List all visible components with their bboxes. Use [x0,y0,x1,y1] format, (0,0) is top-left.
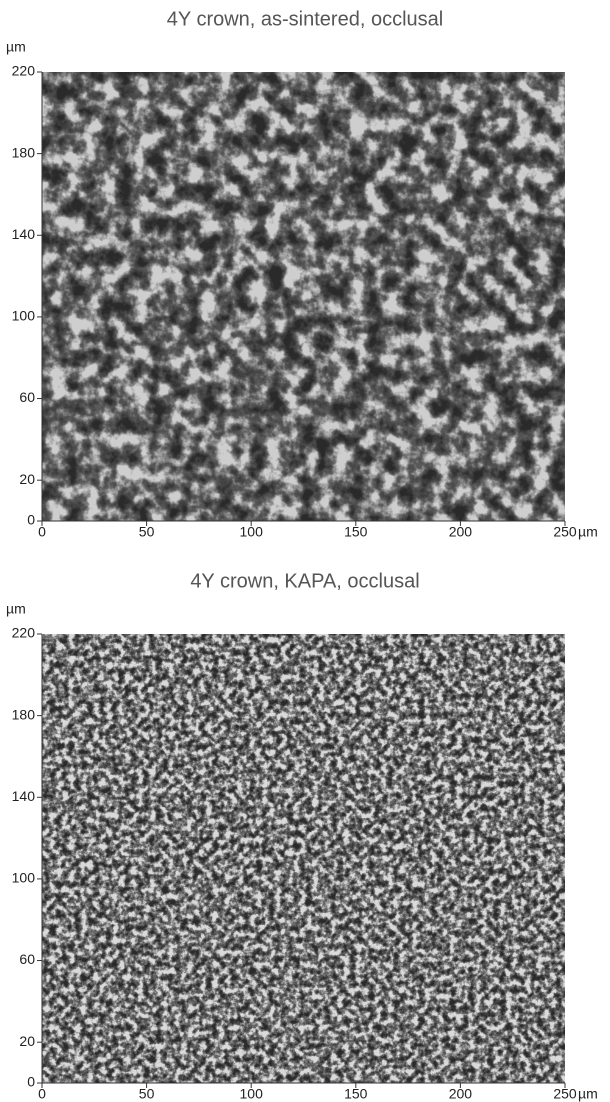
y-tick-label: 20 [19,471,35,487]
y-tick-label: 20 [19,1033,35,1049]
y-tick-label: 60 [19,951,35,967]
x-tick-label: 200 [449,524,473,540]
y-tick-label: 140 [12,788,36,804]
panel-title: 4Y crown, KAPA, occlusal [190,570,419,592]
x-tick-label: 250 [553,1086,577,1102]
surface-image [42,72,565,521]
y-tick-label: 140 [12,226,36,242]
x-tick-label: 100 [240,1086,264,1102]
y-tick-label: 100 [12,308,36,324]
surface-image [42,634,565,1083]
y-tick-label: 180 [12,144,36,160]
x-tick-label: 0 [38,1086,46,1102]
x-tick-label: 150 [344,1086,368,1102]
x-axis-unit: µm [578,1086,598,1102]
x-tick-label: 50 [139,1086,155,1102]
x-tick-label: 250 [553,524,577,540]
x-tick-label: 200 [449,1086,473,1102]
y-axis-unit: µm [6,601,26,617]
y-tick-label: 0 [27,512,35,528]
x-tick-label: 100 [240,524,264,540]
x-tick-label: 150 [344,524,368,540]
y-tick-label: 180 [12,706,36,722]
y-tick-label: 0 [27,1074,35,1090]
y-tick-label: 220 [12,625,36,641]
x-tick-label: 50 [139,524,155,540]
x-tick-label: 0 [38,524,46,540]
x-axis-unit: µm [578,524,598,540]
panel-title: 4Y crown, as-sintered, occlusal [167,8,443,30]
y-axis-unit: µm [6,39,26,55]
y-tick-label: 220 [12,63,36,79]
y-tick-label: 100 [12,870,36,886]
y-tick-label: 60 [19,389,35,405]
